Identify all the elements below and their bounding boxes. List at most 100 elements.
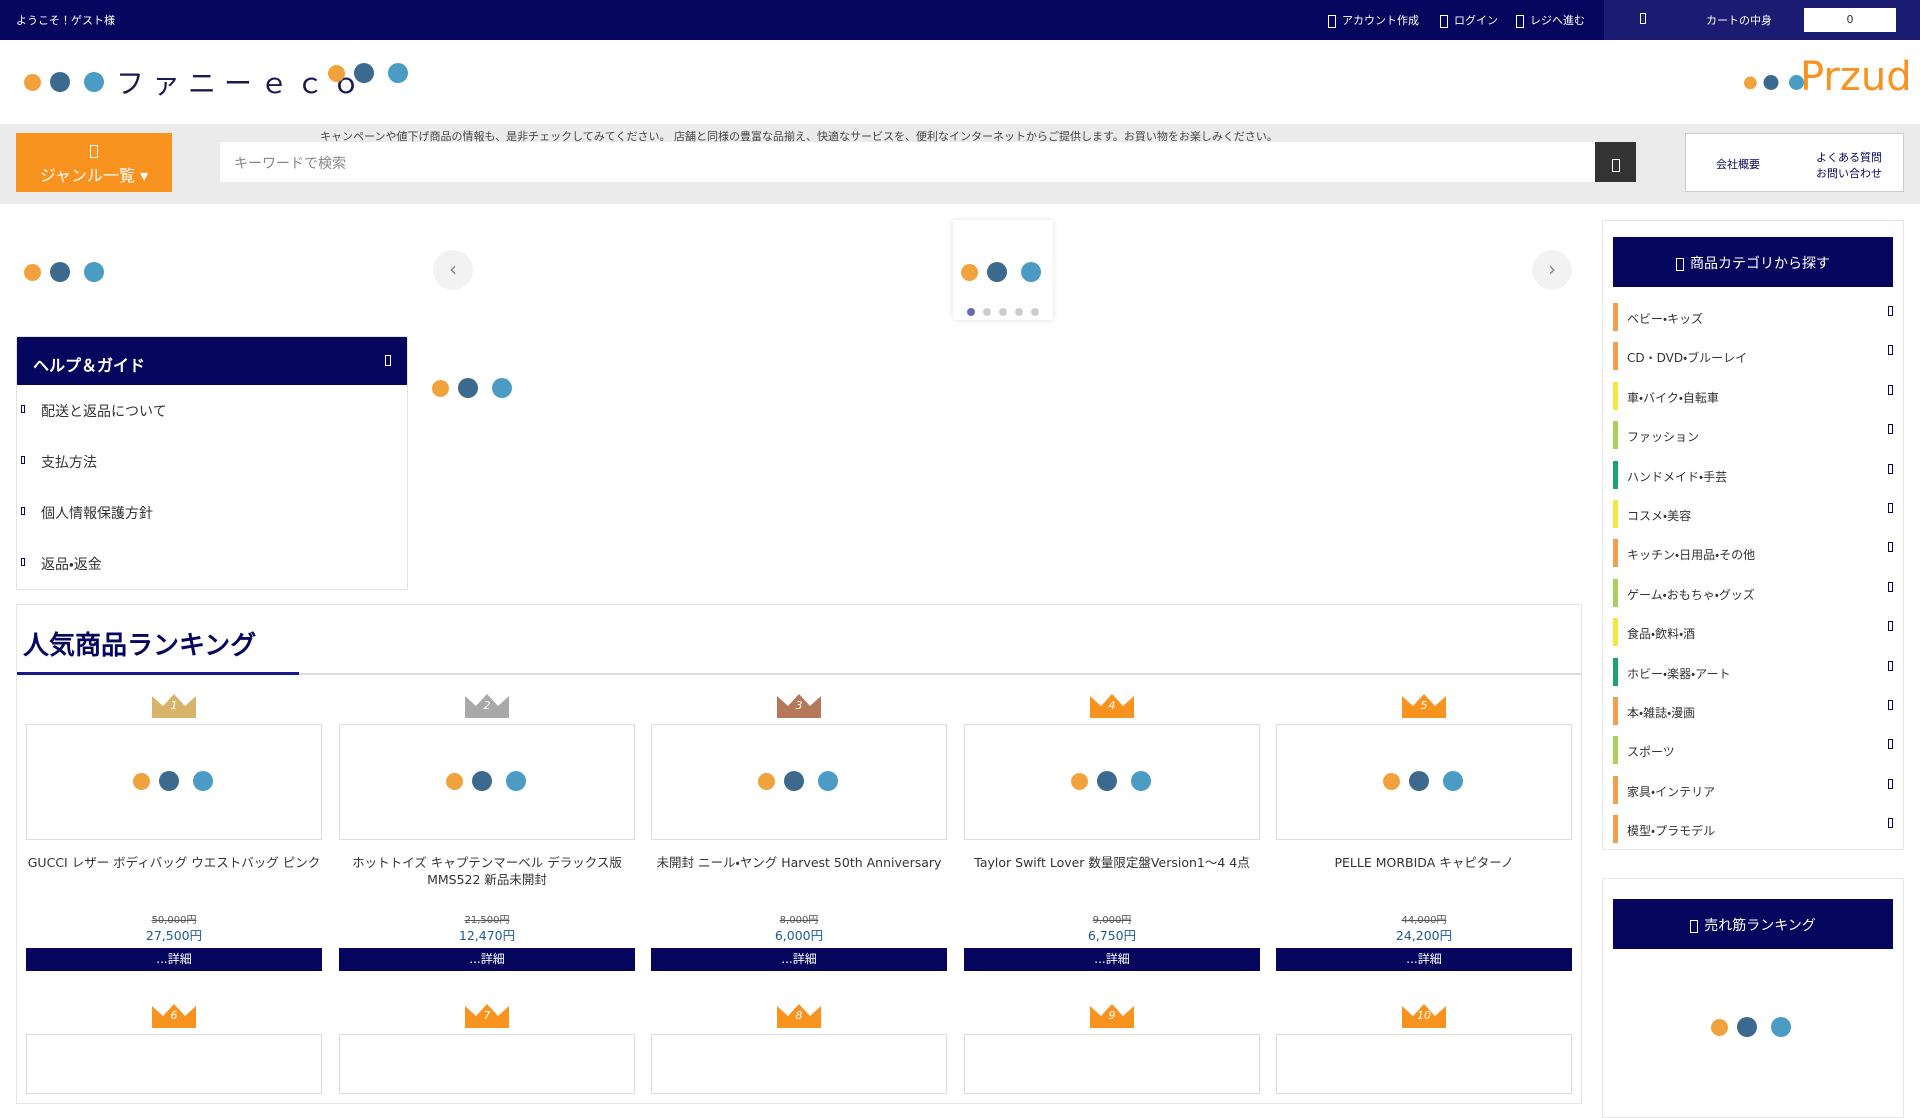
category-item[interactable]: 模型・プラモデル — [1613, 815, 1893, 844]
category-item[interactable]: ファッション — [1613, 421, 1893, 450]
help-link[interactable]: 個人情報保護方針 — [21, 503, 153, 523]
product-image[interactable] — [339, 724, 635, 840]
category-item[interactable]: コスメ・美容 — [1613, 500, 1893, 528]
genre-text[interactable]: ジャンル一覧 — [39, 166, 136, 185]
category-item[interactable]: ハンドメイド・手芸 — [1613, 460, 1893, 489]
link-text[interactable]: レジへ進む — [1530, 14, 1585, 27]
genre-label[interactable]: ジャンル一覧 ▾ — [39, 166, 149, 185]
notice-text: キャンペーンや値下げ商品の情報も、是非チェックしてみてください。 店舗と同様の豊… — [320, 130, 1278, 143]
category-label[interactable]: 本・雑誌・漫画 — [1627, 706, 1696, 720]
help-item-text[interactable]: 個人情報保護方針 — [41, 506, 153, 522]
category-color-bar — [1613, 697, 1618, 725]
crown-shape — [1402, 694, 1446, 718]
category-color-bar — [1613, 815, 1618, 844]
help-link[interactable]: 返品・返金 — [21, 554, 102, 574]
product-name[interactable]: 未開封 ニール・ヤング Harvest 50th Anniversary — [656, 855, 942, 870]
cart-count[interactable]: 0 — [1804, 8, 1896, 32]
detail-button[interactable]: ...詳細 — [339, 948, 635, 971]
category-arrow — [1888, 621, 1893, 632]
logo-text[interactable]: ファニーｅｃｏ — [116, 67, 369, 100]
checkout-link[interactable]: レジへ進む — [1516, 12, 1585, 28]
product-image[interactable] — [1276, 1034, 1572, 1094]
crown-shape — [152, 694, 196, 718]
product-name[interactable]: GUCCI レザー ボディバッグ ウエストバッグ ピンク — [27, 855, 321, 870]
link-text[interactable]: アカウント作成 — [1342, 14, 1419, 27]
slider-next[interactable]: › — [1532, 250, 1572, 290]
category-label[interactable]: 模型・プラモデル — [1627, 824, 1716, 839]
help-item-text[interactable]: 配送と返品について — [41, 404, 167, 420]
product-image[interactable] — [964, 724, 1260, 840]
help-link[interactable]: 配送と返品について — [21, 401, 167, 421]
product-name[interactable]: PELLE MORBIDA キャピターノ — [1334, 855, 1514, 870]
cart-label: カートの中身 — [1706, 14, 1772, 27]
category-label[interactable]: 車・バイク・自転車 — [1627, 390, 1719, 405]
product-image[interactable] — [26, 1034, 322, 1094]
category-item[interactable]: CD・DVD・ブルーレイ — [1613, 342, 1893, 371]
price: 27,500円 — [145, 928, 203, 943]
product-image[interactable] — [651, 1034, 947, 1094]
detail-button[interactable]: ...詳細 — [651, 948, 947, 971]
category-label[interactable]: ハンドメイド・手芸 — [1627, 469, 1728, 484]
category-color-bar — [1613, 539, 1618, 568]
product-image[interactable] — [1276, 724, 1572, 840]
category-item[interactable]: 食品・飲料・酒 — [1613, 618, 1893, 647]
category-item[interactable]: 車・バイク・自転車 — [1613, 381, 1893, 410]
loading-dot — [446, 773, 463, 790]
rank-crown: 10 — [1402, 1002, 1446, 1028]
category-arrow — [1888, 306, 1893, 316]
category-label[interactable]: CD・DVD・ブルーレイ — [1627, 351, 1748, 366]
product-image[interactable] — [26, 724, 322, 840]
link-text[interactable]: ログイン — [1454, 14, 1498, 27]
pager-dot[interactable] — [983, 308, 991, 316]
help-item-text[interactable]: 返品・返金 — [41, 557, 102, 573]
help-item-text[interactable]: 支払方法 — [41, 455, 97, 471]
search-input[interactable]: キーワードで検索 — [220, 142, 1595, 182]
product-name[interactable]: Taylor Swift Lover 数量限定盤Version1〜4 4点 — [974, 855, 1250, 870]
category-item[interactable]: ホビー・楽器・アート — [1613, 657, 1893, 686]
loading-dot — [961, 264, 978, 281]
contact-link[interactable]: お問い合わせ — [1816, 167, 1882, 180]
pager-dot[interactable] — [999, 308, 1007, 316]
detail-button[interactable]: ...詳細 — [26, 948, 322, 971]
category-item[interactable]: 家具・インテリア — [1613, 775, 1893, 804]
company-link[interactable]: 会社概要 — [1716, 158, 1760, 171]
detail-button[interactable]: ...詳細 — [964, 948, 1260, 971]
loading-dot — [1737, 1017, 1757, 1037]
category-item[interactable]: ゲーム・おもちゃ・グッズ — [1613, 578, 1893, 607]
faq-link[interactable]: よくある質問 — [1816, 151, 1882, 164]
pager-dot[interactable] — [1031, 308, 1039, 316]
category-label[interactable]: スポーツ — [1627, 745, 1675, 760]
search-button[interactable] — [1595, 142, 1636, 182]
category-item[interactable]: スポーツ — [1613, 736, 1893, 765]
product-image[interactable] — [651, 724, 947, 840]
category-item[interactable]: 本・雑誌・漫画 — [1613, 697, 1893, 725]
brand-text[interactable]: Przud — [1800, 54, 1912, 100]
category-label[interactable]: ゲーム・おもちゃ・グッズ — [1627, 587, 1755, 602]
pager-dot[interactable] — [1015, 308, 1023, 316]
category-label[interactable]: 家具・インテリア — [1627, 784, 1716, 799]
help-link[interactable]: 支払方法 — [21, 452, 97, 472]
category-label[interactable]: ホビー・楽器・アート — [1627, 666, 1731, 681]
product-image[interactable] — [339, 1034, 635, 1094]
login-link[interactable]: ログイン — [1440, 12, 1498, 28]
rank-crown: 3 — [777, 692, 821, 718]
category-label[interactable]: コスメ・美容 — [1627, 509, 1692, 523]
product-image[interactable] — [964, 1034, 1260, 1094]
slider-pager — [967, 308, 1039, 316]
cart-area: カートの中身 0 — [1604, 0, 1920, 40]
slider-prev[interactable]: ‹ — [433, 250, 473, 290]
rank-crown: 7 — [465, 1002, 509, 1028]
category-label[interactable]: ファッション — [1627, 430, 1700, 445]
category-label[interactable]: キッチン・日用品・その他 — [1627, 548, 1756, 563]
product-name[interactable]: ホットトイズ キャプテンマーベル デラックス版 MMS522 新品未開封 — [352, 855, 622, 887]
pager-dot[interactable] — [967, 308, 975, 316]
genre-button[interactable]: ジャンル一覧 ▾ — [16, 133, 172, 192]
category-item[interactable]: ベビー・キッズ — [1613, 303, 1893, 331]
category-item[interactable]: キッチン・日用品・その他 — [1613, 539, 1893, 568]
detail-button[interactable]: ...詳細 — [1276, 948, 1572, 971]
category-label[interactable]: 食品・飲料・酒 — [1627, 627, 1696, 642]
account-link[interactable]: アカウント作成 — [1328, 12, 1419, 28]
crown-shape — [777, 694, 821, 718]
category-label[interactable]: ベビー・キッズ — [1627, 312, 1704, 326]
